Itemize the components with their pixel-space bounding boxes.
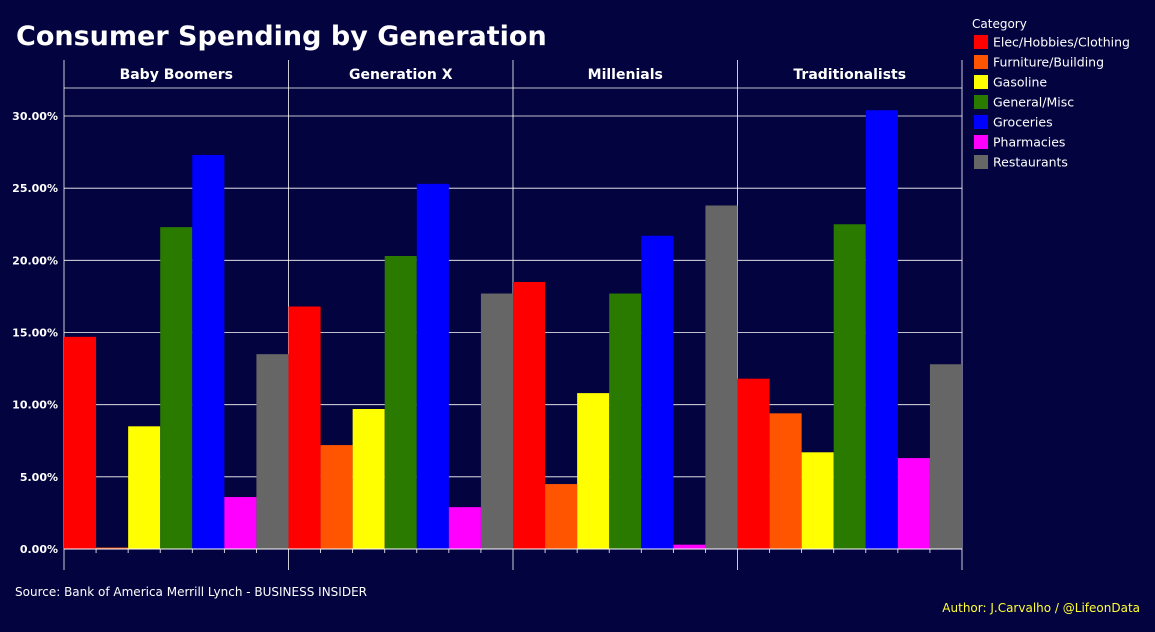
bar — [641, 235, 674, 549]
source-note: Source: Bank of America Merrill Lynch - … — [15, 585, 367, 599]
y-tick-label: 20.00% — [12, 254, 58, 267]
chart-title: Consumer Spending by Generation — [16, 21, 547, 52]
bar — [448, 507, 481, 549]
facet-labels: Baby Boomers Generation X Millenials Tradit… — [120, 67, 907, 83]
bar — [705, 205, 738, 549]
bar — [352, 408, 385, 549]
bar — [320, 445, 353, 549]
author-note: Author: J.Carvalho / @LifeonData — [942, 601, 1140, 615]
bar — [865, 110, 898, 549]
bar — [160, 227, 193, 550]
legend-label: Gasoline — [993, 75, 1047, 90]
bar — [64, 336, 97, 549]
y-axis-ticks: 0.00% 5.00% 10.00% 15.00% 20.00% 25.00% 30.00% — [12, 110, 58, 556]
legend-swatch — [974, 55, 988, 69]
legend-label: Groceries — [993, 115, 1053, 130]
bar — [96, 547, 129, 549]
bars — [64, 110, 962, 550]
y-tick-label: 25.00% — [12, 182, 58, 195]
bar — [256, 354, 289, 549]
legend-title: Category — [972, 17, 1027, 31]
facet-label: Baby Boomers — [120, 67, 233, 83]
legend-swatch — [974, 155, 988, 169]
bar — [480, 293, 513, 549]
bar — [609, 293, 642, 549]
bar — [288, 306, 321, 549]
facet-label: Millenials — [588, 67, 663, 83]
y-tick-label: 15.00% — [12, 327, 58, 340]
bar — [128, 426, 161, 549]
y-tick-label: 0.00% — [20, 543, 58, 556]
bar — [737, 378, 770, 549]
legend-swatch — [974, 135, 988, 149]
legend-swatch — [974, 75, 988, 89]
y-tick-label: 30.00% — [12, 110, 58, 123]
bar — [577, 393, 610, 549]
bar — [769, 413, 802, 549]
bar — [929, 364, 962, 549]
legend-label: Furniture/Building — [993, 55, 1104, 70]
y-tick-label: 5.00% — [20, 471, 58, 484]
bar — [545, 484, 578, 549]
facet-label: Generation X — [349, 67, 453, 83]
bar — [897, 458, 930, 549]
facet-label: Traditionalists — [793, 67, 906, 83]
legend: Category Elec/Hobbies/Clothing Furniture/… — [972, 17, 1130, 170]
legend-swatch — [974, 35, 988, 49]
legend-label: Elec/Hobbies/Clothing — [993, 35, 1130, 50]
bar — [513, 281, 546, 549]
bar — [384, 256, 417, 549]
legend-label: Pharmacies — [993, 135, 1065, 150]
bar — [224, 497, 257, 549]
legend-swatch — [974, 95, 988, 109]
bar — [192, 154, 225, 549]
bar — [416, 183, 449, 549]
bar — [833, 224, 866, 549]
y-tick-label: 10.00% — [12, 399, 58, 412]
bar — [801, 452, 834, 549]
legend-label: General/Misc — [993, 95, 1074, 110]
legend-swatch — [974, 115, 988, 129]
bar — [673, 544, 706, 549]
legend-items: Elec/Hobbies/Clothing Furniture/Building G… — [974, 35, 1130, 170]
legend-label: Restaurants — [993, 155, 1068, 170]
